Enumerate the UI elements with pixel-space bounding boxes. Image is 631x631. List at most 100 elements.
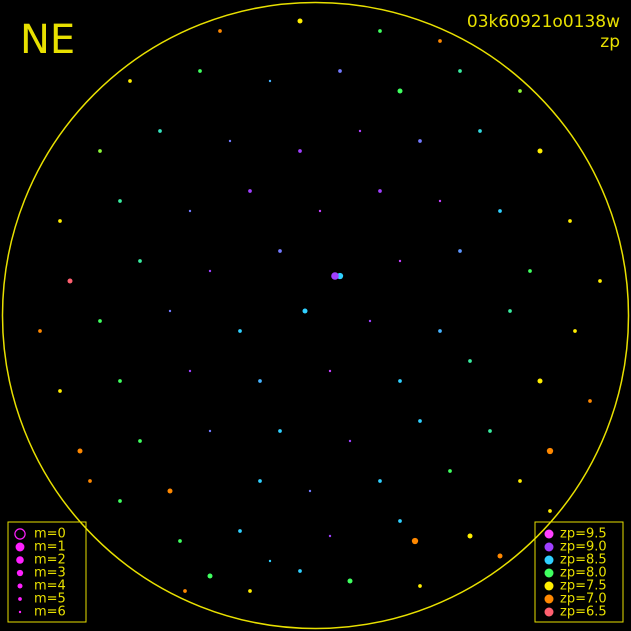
- star: [588, 399, 592, 403]
- chart-subtitle: zp: [600, 32, 620, 52]
- zp-legend-marker: [544, 529, 554, 539]
- star: [208, 429, 212, 433]
- star: [118, 379, 122, 383]
- m-legend-label: m=4: [34, 579, 66, 594]
- star: [118, 499, 122, 503]
- star: [308, 489, 312, 493]
- zp-legend-label: zp=9.5: [560, 527, 607, 542]
- m-legend-marker: [18, 597, 22, 601]
- chart-title: 03k60921o0138w: [467, 12, 620, 32]
- m-legend-box: [7, 521, 87, 623]
- zp-legend-marker: [544, 568, 554, 578]
- star: [328, 369, 332, 373]
- zp-legend-label: zp=8.5: [560, 553, 607, 568]
- star: [467, 533, 473, 539]
- corner-label: NE: [20, 17, 75, 63]
- star: [438, 329, 442, 333]
- star: [368, 319, 372, 323]
- star: [573, 329, 577, 333]
- star: [297, 18, 303, 24]
- star: [518, 479, 522, 483]
- star: [158, 129, 162, 133]
- zp-legend-label: zp=7.5: [560, 579, 607, 594]
- m-legend-label: m=2: [34, 553, 66, 568]
- star: [498, 209, 502, 213]
- star: [98, 319, 102, 323]
- star: [278, 429, 282, 433]
- star: [268, 559, 272, 563]
- zp-legend-label: zp=6.5: [560, 605, 607, 620]
- star: [183, 589, 187, 593]
- zp-legend-box: [534, 521, 624, 623]
- star: [67, 278, 73, 284]
- star: [138, 439, 142, 443]
- star: [448, 469, 452, 473]
- m-legend-marker: [17, 583, 23, 589]
- star: [167, 488, 173, 494]
- star: [118, 199, 122, 203]
- star: [248, 189, 252, 193]
- star: [238, 329, 242, 333]
- m-legend-label: m=6: [34, 605, 66, 620]
- star: [411, 537, 419, 545]
- star: [478, 129, 482, 133]
- star: [328, 534, 332, 538]
- zp-legend-marker: [544, 594, 554, 604]
- star: [378, 29, 382, 33]
- star: [88, 479, 92, 483]
- star: [258, 479, 262, 483]
- star: [398, 379, 402, 383]
- star: [228, 139, 232, 143]
- zp-legend-marker: [544, 555, 554, 565]
- star: [258, 379, 262, 383]
- star: [188, 209, 192, 213]
- star: [537, 378, 543, 384]
- star: [398, 259, 402, 263]
- m-legend-marker: [16, 569, 24, 577]
- stars: [38, 18, 602, 593]
- star: [77, 448, 83, 454]
- legends: m=0m=1m=2m=3m=4m=5m=6zp=9.5zp=9.0zp=8.5z…: [14, 527, 607, 620]
- zp-legend-marker: [544, 542, 554, 552]
- star: [458, 249, 462, 253]
- star: [508, 309, 512, 313]
- m-legend-label: m=1: [34, 540, 66, 555]
- star: [378, 189, 382, 193]
- m-legend-label: m=5: [34, 592, 66, 607]
- star: [208, 269, 212, 273]
- m-legend-marker: [14, 528, 26, 540]
- star: [238, 529, 242, 533]
- star: [298, 149, 302, 153]
- star: [497, 553, 503, 559]
- star: [128, 79, 132, 83]
- star: [397, 88, 403, 94]
- star: [58, 389, 62, 393]
- star: [418, 139, 422, 143]
- star: [248, 589, 252, 593]
- zp-legend-label: zp=7.0: [560, 592, 607, 607]
- star: [438, 39, 442, 43]
- star: [98, 149, 102, 153]
- star: [38, 329, 42, 333]
- star: [568, 219, 572, 223]
- star: [488, 429, 492, 433]
- star: [398, 519, 402, 523]
- star: [378, 479, 382, 483]
- star: [546, 447, 554, 455]
- star: [458, 69, 462, 73]
- star: [347, 578, 353, 584]
- m-legend-marker: [18, 610, 22, 614]
- star: [537, 148, 543, 154]
- star: [338, 69, 342, 73]
- star: [318, 209, 322, 213]
- zp-legend-marker: [544, 581, 554, 591]
- m-legend-label: m=3: [34, 566, 66, 581]
- m-legend-marker: [15, 542, 25, 552]
- star: [548, 509, 552, 513]
- zp-legend-marker: [544, 607, 554, 617]
- star: [198, 69, 202, 73]
